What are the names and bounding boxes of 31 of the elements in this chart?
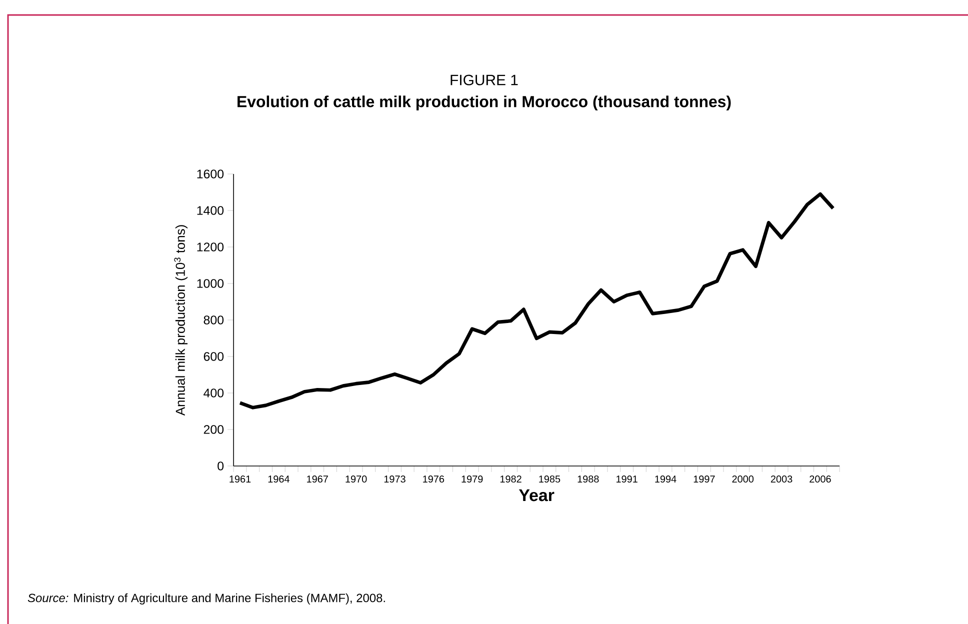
x-tick-label: 1967 <box>307 476 328 483</box>
x-tick-label: 1961 <box>230 476 251 483</box>
x-tick-label: 1982 <box>500 476 522 483</box>
y-tick-label: 1200 <box>197 242 224 252</box>
x-tick-label: 1994 <box>655 476 676 483</box>
x-tick-label: 1985 <box>539 476 560 483</box>
y-tick-label: 1000 <box>197 279 224 288</box>
x-tick-label: 1988 <box>578 476 599 483</box>
x-tick-label: 1997 <box>694 476 715 483</box>
y-tick-label: 400 <box>204 388 224 398</box>
x-tick-label: 2006 <box>810 476 831 483</box>
x-tick-label: 2003 <box>770 476 792 483</box>
x-tick-label: 1976 <box>423 476 444 483</box>
y-tick-label: 200 <box>204 425 224 434</box>
chart-title: FIGURE 1 <box>450 74 518 86</box>
x-tick-label: 1979 <box>462 476 483 483</box>
x-tick-label: 1970 <box>346 476 367 483</box>
y-tick-label: 600 <box>204 352 224 361</box>
x-tick-label: 1991 <box>616 476 638 483</box>
chart-subtitle: Evolution of cattle milk production in Morocco (thousand tonnes) <box>238 96 731 110</box>
x-tick-label: 2000 <box>732 476 754 483</box>
y-tick-label: 0 <box>218 462 224 470</box>
y-tick-label: 800 <box>204 316 224 324</box>
y-axis-title: Annual milk production (10$^{3}$ tons) <box>174 225 188 416</box>
y-tick-label: 1600 <box>197 170 224 178</box>
y-tick-label: 1400 <box>197 206 224 215</box>
x-tick-label: 1973 <box>384 476 406 483</box>
text: Source: Ministry of Agriculture and Marine Fisheries (MAMF), 2008. <box>28 593 385 605</box>
x-tick-label: 1964 <box>268 476 290 483</box>
x-axis-title: Year <box>518 489 554 502</box>
line-series <box>238 192 835 410</box>
